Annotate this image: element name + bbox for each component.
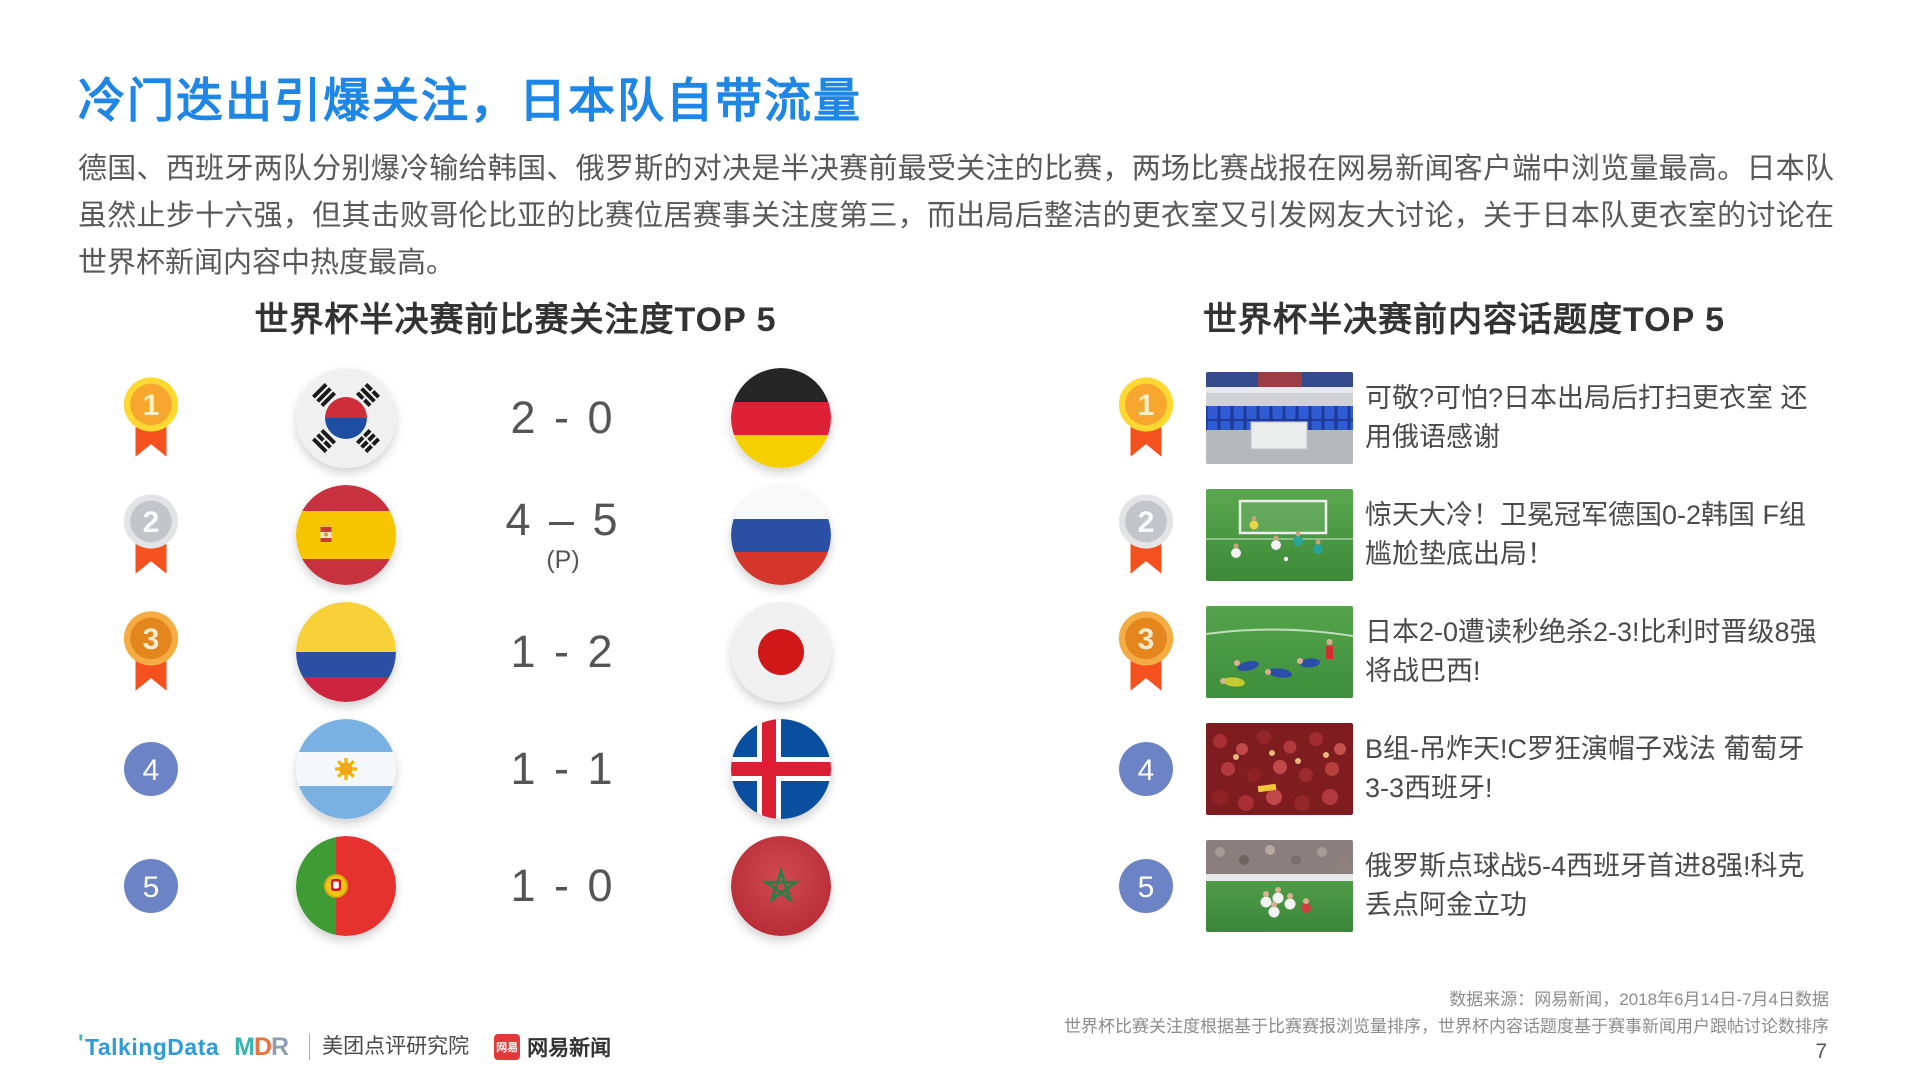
match-score: 1 - 0 bbox=[510, 859, 616, 911]
south-korea-flag bbox=[295, 367, 396, 468]
match-score: 1 - 1 bbox=[510, 742, 616, 794]
svg-text:1: 1 bbox=[1137, 389, 1154, 422]
iceland-flag bbox=[730, 718, 831, 819]
rank-circle-icon: 5 bbox=[1118, 858, 1173, 913]
match-row: 5 1 - 0 bbox=[78, 827, 953, 944]
match-row: 3 1 - 2 bbox=[78, 593, 953, 710]
germany-korea-match-photo bbox=[1205, 488, 1353, 581]
colombia-flag bbox=[295, 601, 396, 702]
match-score: 1 - 2 bbox=[510, 625, 616, 677]
netease-news-logo: 网易 网易新闻 bbox=[494, 1032, 611, 1062]
morocco-flag bbox=[730, 835, 831, 936]
topic-row: 3 日本2-0遭读秒绝杀2-3!比利时晋级8强将战巴西! bbox=[1098, 593, 1830, 710]
svg-text:3: 3 bbox=[1137, 623, 1154, 656]
topic-headline: 可敬?可怕?日本出局后打扫更衣室 还用俄语感谢 bbox=[1365, 382, 1808, 452]
topic-ranking-section: 世界杯半决赛前内容话题度TOP 5 1 可敬?可怕?日本出局后打 bbox=[1098, 292, 1830, 944]
match-score: 2 - 0 bbox=[510, 391, 616, 443]
russia-flag bbox=[730, 484, 831, 585]
match-row: 2 4 – 5 (P) bbox=[78, 476, 953, 593]
meituan-dianping-institute-logo: 美团点评研究院 bbox=[309, 1034, 469, 1060]
russia-spain-match-photo bbox=[1205, 839, 1353, 932]
rank-circle-icon: 4 bbox=[1118, 741, 1173, 796]
footer-logos: TalkingData MDR 美团点评研究院 网易 网易新闻 bbox=[78, 1030, 611, 1062]
body-paragraph: 德国、西班牙两队分别爆冷输给韩国、俄罗斯的对决是半决赛前最受关注的比赛，两场比赛… bbox=[78, 153, 1834, 279]
match-score: 4 – 5 bbox=[505, 494, 621, 545]
svg-text:4: 4 bbox=[1137, 754, 1154, 787]
portugal-flag bbox=[295, 835, 396, 936]
topic-headline: 惊天大冷！卫冕冠军德国0-2韩国 F组尴尬垫底出局！ bbox=[1365, 499, 1807, 569]
svg-text:4: 4 bbox=[142, 754, 159, 787]
match-row: 4 1 - 1 bbox=[78, 710, 953, 827]
talkingdata-logo: TalkingData bbox=[78, 1030, 219, 1061]
match-ranking-section: 世界杯半决赛前比赛关注度TOP 5 1 bbox=[78, 292, 953, 944]
bronze-medal-rank-icon: 3 bbox=[1118, 610, 1173, 691]
svg-text:2: 2 bbox=[1137, 506, 1154, 539]
portugal-spain-fans-photo bbox=[1205, 722, 1353, 815]
source-line-2: 世界杯比赛关注度根据基于比赛赛报浏览量排序，世界杯内容话题度基于赛事新闻用户跟帖… bbox=[1064, 1017, 1829, 1036]
topic-row: 1 可敬?可怕?日本出局后打扫更衣室 还用俄语感谢 bbox=[1098, 359, 1830, 476]
netease-badge-icon: 网易 bbox=[494, 1034, 521, 1060]
data-source-notes: 数据来源：网易新闻，2018年6月14日-7月4日数据 世界杯比赛关注度根据基于… bbox=[1064, 986, 1829, 1040]
svg-text:3: 3 bbox=[142, 623, 159, 656]
source-line-1: 数据来源：网易新闻，2018年6月14日-7月4日数据 bbox=[1449, 990, 1829, 1009]
bronze-medal-rank-icon: 3 bbox=[123, 610, 178, 691]
svg-text:2: 2 bbox=[142, 506, 159, 539]
match-ranking-heading: 世界杯半决赛前比赛关注度TOP 5 bbox=[254, 301, 777, 339]
topic-headline: 俄罗斯点球战5-4西班牙首进8强!科克丢点阿金立功 bbox=[1365, 850, 1805, 920]
silver-medal-rank-icon: 2 bbox=[123, 493, 178, 574]
japan-locker-room-photo bbox=[1205, 371, 1353, 464]
svg-text:5: 5 bbox=[1137, 871, 1154, 904]
score-note: (P) bbox=[546, 546, 580, 574]
silver-medal-rank-icon: 2 bbox=[1118, 493, 1173, 574]
topic-ranking-heading: 世界杯半决赛前内容话题度TOP 5 bbox=[1202, 301, 1726, 339]
gold-medal-rank-icon: 1 bbox=[1118, 376, 1173, 457]
rank-circle-icon: 5 bbox=[123, 858, 178, 913]
gold-medal-rank-icon: 1 bbox=[123, 376, 178, 457]
topic-row: 4 B组-吊炸天!C罗狂演帽子戏法 葡萄牙3-3西班牙! bbox=[1098, 710, 1830, 827]
topic-row: 2 惊天大冷！卫冕冠军德国0-2韩国 F组尴尬垫底出局！ bbox=[1098, 476, 1830, 593]
germany-flag bbox=[730, 367, 831, 468]
svg-text:5: 5 bbox=[142, 871, 159, 904]
page-number: 7 bbox=[1815, 1040, 1827, 1063]
spain-flag bbox=[295, 484, 396, 585]
topic-headline: 日本2-0遭读秒绝杀2-3!比利时晋级8强将战巴西! bbox=[1365, 616, 1817, 686]
argentina-flag bbox=[295, 718, 396, 819]
japan-flag bbox=[730, 601, 831, 702]
japan-belgium-match-photo bbox=[1205, 605, 1353, 698]
rank-circle-icon: 4 bbox=[123, 741, 178, 796]
page-title: 冷门迭出引爆关注，日本队自带流量 bbox=[78, 74, 862, 127]
svg-text:1: 1 bbox=[142, 389, 159, 422]
match-row: 1 2 - 0 bbox=[78, 359, 953, 476]
topic-row: 5 俄罗斯点球战5-4西班牙首进8强!科克丢点阿金立功 bbox=[1098, 827, 1830, 944]
content-columns: 世界杯半决赛前比赛关注度TOP 5 1 bbox=[78, 292, 1830, 944]
topic-headline: B组-吊炸天!C罗狂演帽子戏法 葡萄牙3-3西班牙! bbox=[1365, 733, 1805, 803]
